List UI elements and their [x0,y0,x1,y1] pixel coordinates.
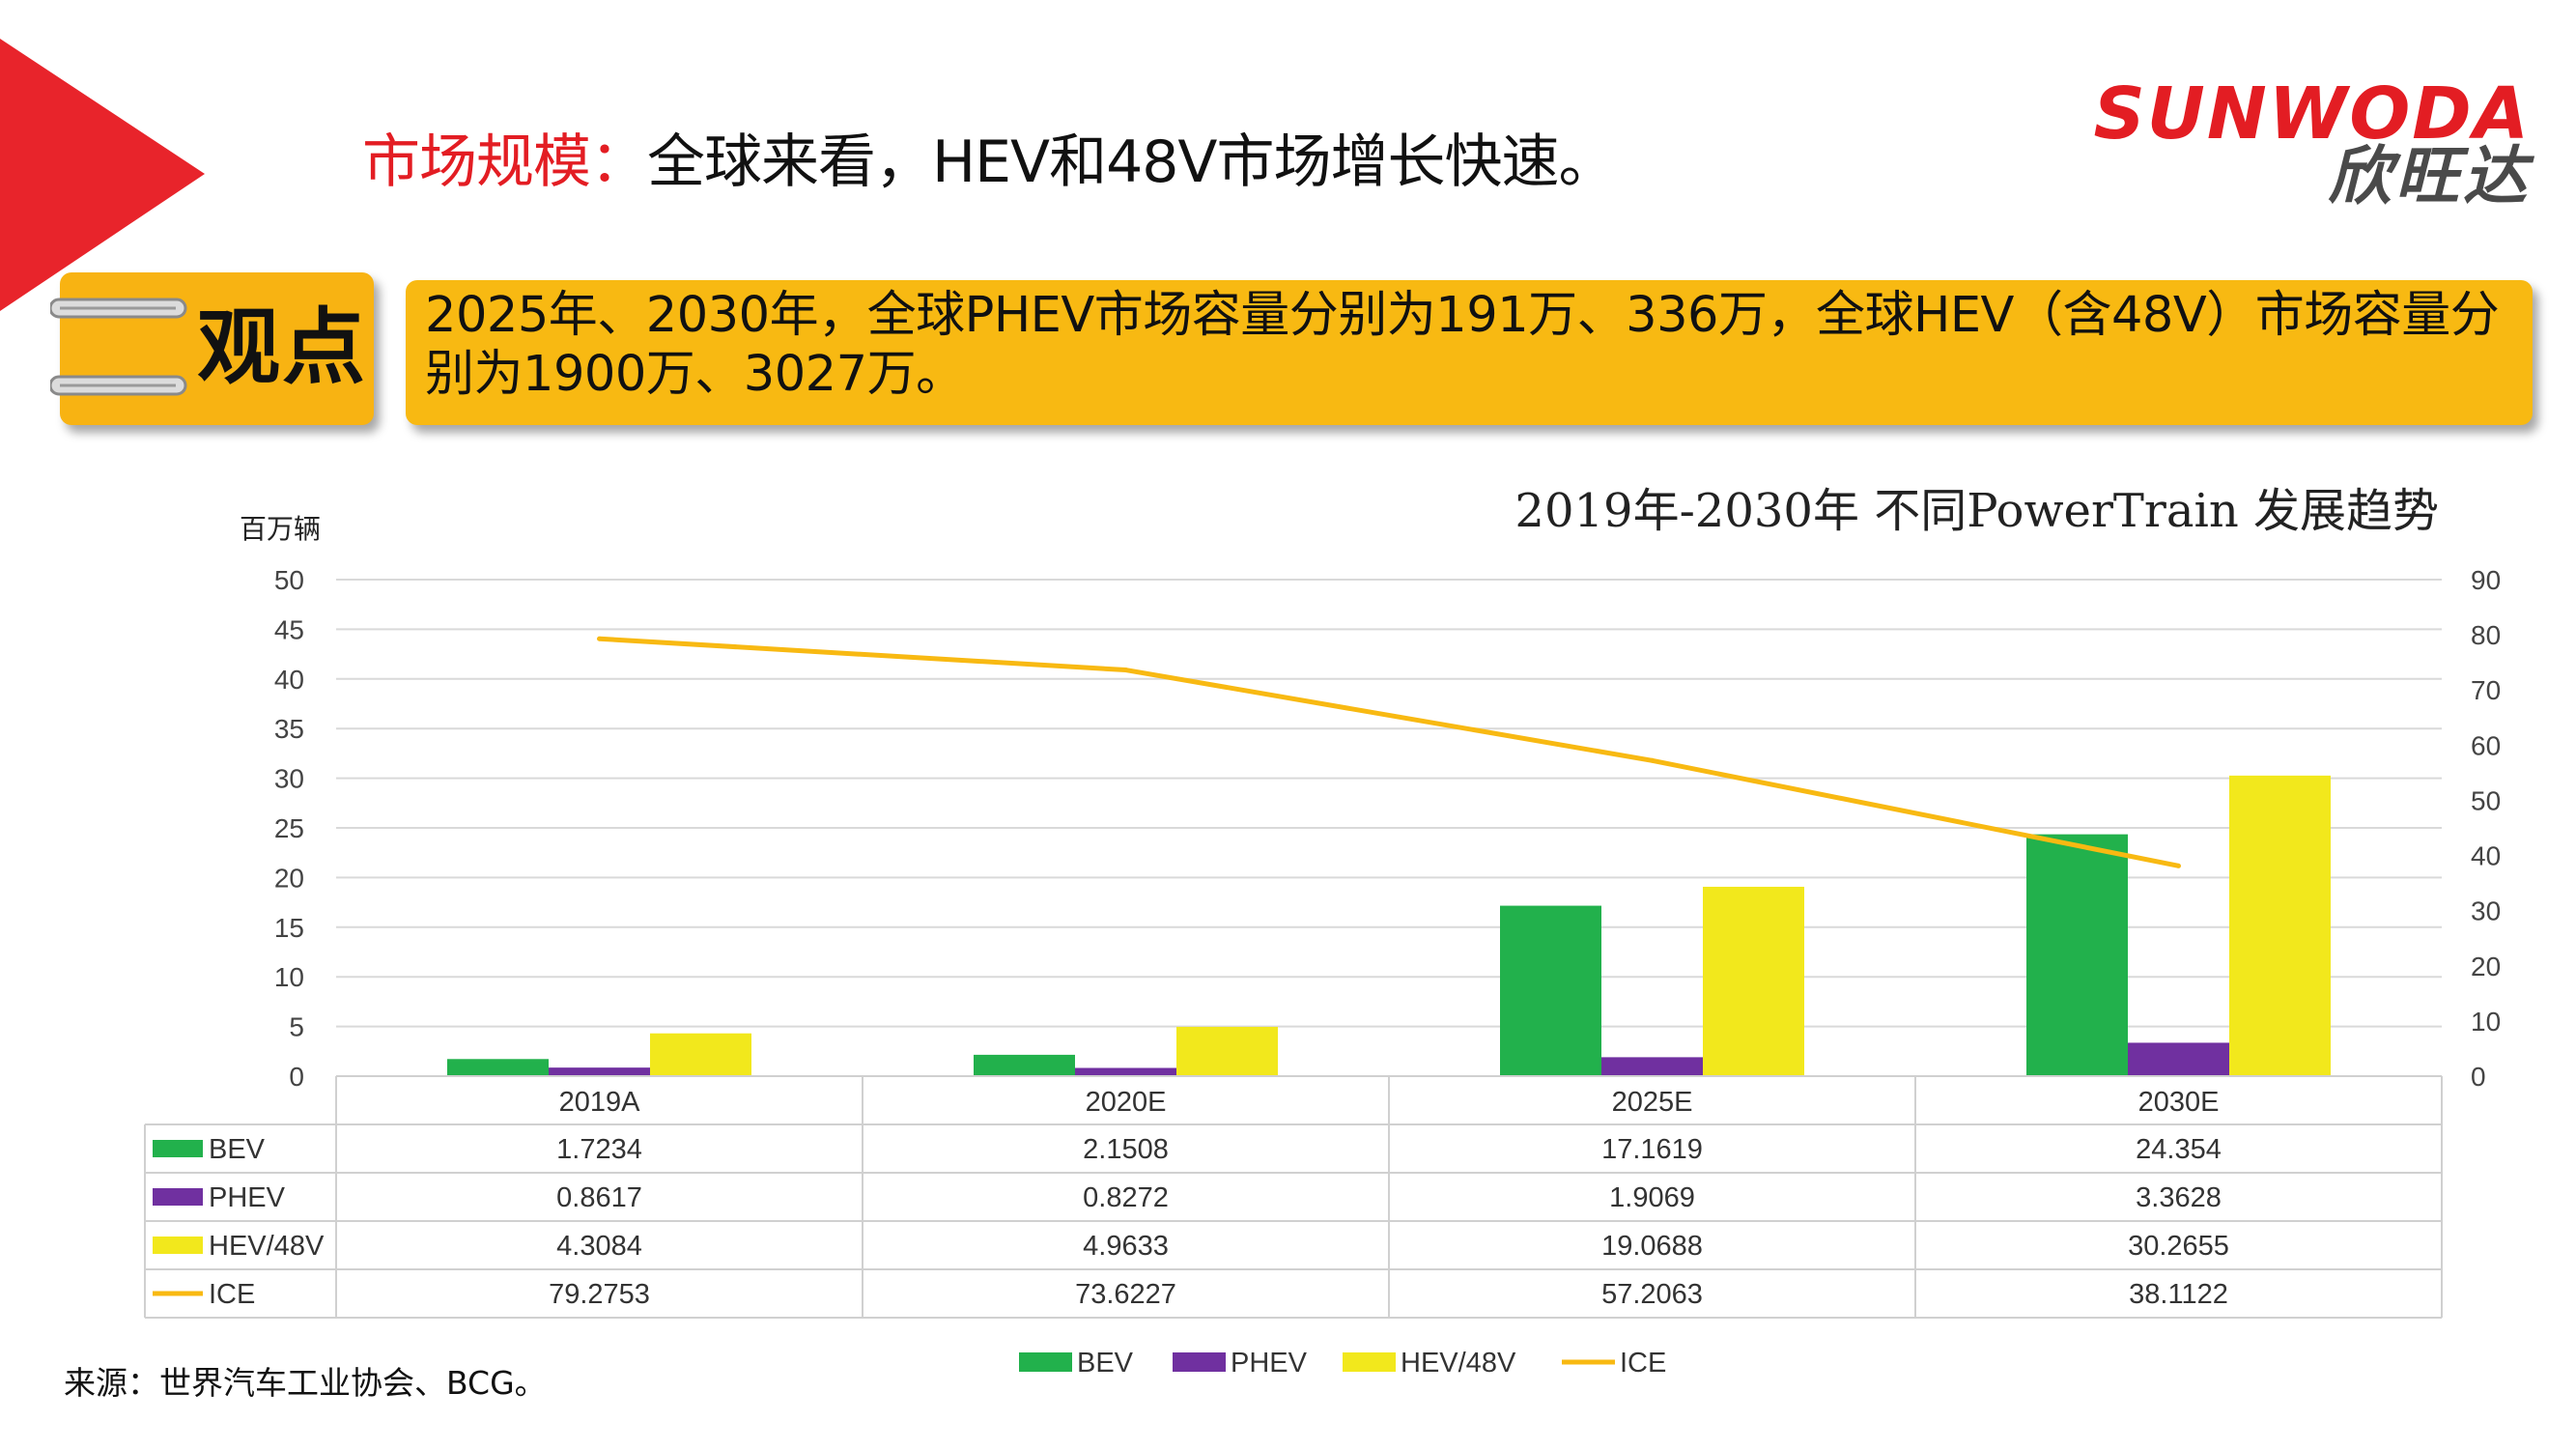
bar-bev-2019a [447,1059,549,1076]
y-tick-label: 0 [289,1062,304,1092]
table-cell-value: 24.354 [2136,1134,2222,1165]
table-cell-value: 57.2063 [1601,1279,1703,1310]
y-tick-label: 35 [274,714,304,744]
table-cell-value: 73.6227 [1075,1279,1176,1310]
point-ice-2030e [2176,863,2181,868]
x-category-label: 2030E [2138,1087,2220,1118]
legend-label: BEV [1077,1348,1134,1379]
logo-english: SUNWODA [2093,72,2531,156]
y2-tick-label: 30 [2471,896,2501,926]
table-row-label: HEV/48V [209,1231,325,1262]
y-tick-label: 30 [274,764,304,794]
table-row-label: BEV [209,1134,266,1165]
table-cell-value: 4.9633 [1083,1231,1169,1262]
table-cell-value: 1.7234 [556,1134,642,1165]
y-tick-label: 10 [274,962,304,992]
y2-tick-label: 90 [2471,565,2501,595]
table-legend-key-phev [153,1188,203,1206]
point-ice-2025e [1650,757,1655,763]
line-ice [599,636,2179,868]
x-category-label: 2019A [559,1087,641,1118]
page-title-statement: 全球来看，HEV和48V市场增长快速。 [647,128,1616,196]
y2-tick-label: 0 [2471,1062,2486,1092]
table-cell-value: 0.8272 [1083,1182,1169,1213]
viewpoint-callout: 2025年、2030年，全球PHEV市场容量分别为191万、336万，全球HEV… [406,280,2533,425]
table-cell-value: 4.3084 [556,1231,642,1262]
table-row-label: ICE [209,1279,255,1310]
y2-tick-label: 60 [2471,730,2501,760]
y-tick-label: 25 [274,813,304,843]
bar-phev-2030e [2128,1042,2229,1076]
bar-phev-2020e [1075,1067,1176,1076]
bar-bev-2030e [2026,834,2128,1076]
table-cell-value: 3.3628 [2136,1182,2222,1213]
y2-tick-label: 50 [2471,785,2501,815]
company-logo: SUNWODA 欣旺达 [2093,75,2531,213]
bar-phev-2025e [1601,1057,1703,1076]
legend-key-phev [1173,1352,1226,1372]
table-cell-value: 17.1619 [1601,1134,1703,1165]
y2-tick-label: 40 [2471,841,2501,871]
point-ice-2019a [597,636,602,641]
y2-tick-label: 80 [2471,620,2501,650]
x-category-label: 2025E [1612,1087,1693,1118]
legend-key-bev [1019,1352,1072,1372]
table-legend-key-bev [153,1140,203,1157]
table-row-label: PHEV [209,1182,286,1213]
table-cell-value: 19.0688 [1601,1231,1703,1262]
table-cell-value: 2.1508 [1083,1134,1169,1165]
y2-tick-label: 10 [2471,1007,2501,1037]
corner-triangle-decoration [0,39,205,311]
y2-tick-label: 70 [2471,675,2501,705]
point-ice-2020e [1123,668,1128,673]
binder-ring-icon [50,375,187,396]
chart-title: 2019年-2030年 不同PowerTrain 发展趋势 [1514,484,2439,538]
page-title: 市场规模：全球来看，HEV和48V市场增长快速。 [362,124,1616,201]
bar-hev48v-2019a [650,1033,751,1076]
table-cell-value: 38.1122 [2129,1279,2228,1310]
bar-bev-2025e [1500,905,1601,1076]
page-title-topic: 市场规模： [362,128,648,196]
legend-label: ICE [1620,1348,1666,1379]
y-tick-label: 45 [274,614,304,644]
y-axis-label: 百万辆 [240,514,321,544]
bar-hev48v-2030e [2229,775,2331,1076]
y-tick-label: 5 [289,1012,304,1042]
y-tick-label: 50 [274,565,304,595]
legend-key-hev48v [1343,1352,1396,1372]
bar-bev-2020e [974,1054,1075,1076]
y-tick-label: 20 [274,863,304,893]
table-cell-value: 1.9069 [1609,1182,1695,1213]
source-note: 来源：世界汽车工业协会、BCG。 [64,1364,547,1402]
legend-label: PHEV [1231,1348,1308,1379]
x-category-label: 2020E [1086,1087,1167,1118]
viewpoint-tag-label: 观点 [197,299,367,396]
bar-hev48v-2020e [1176,1026,1278,1076]
viewpoint-tag: 观点 [50,272,374,425]
logo-chinese: 欣旺达 [2328,139,2531,213]
table-cell-value: 79.2753 [549,1279,650,1310]
table-cell-value: 30.2655 [2128,1231,2229,1262]
bar-hev48v-2025e [1703,886,1804,1076]
y-tick-label: 15 [274,913,304,943]
y-tick-label: 40 [274,665,304,695]
table-cell-value: 0.8617 [556,1182,642,1213]
viewpoint-text: 2025年、2030年，全球PHEV市场容量分别为191万、336万，全球HEV… [425,287,2500,403]
bar-phev-2019a [549,1067,650,1076]
y2-tick-label: 20 [2471,952,2501,981]
table-legend-key-hev48v [153,1237,203,1254]
binder-ring-icon [50,298,187,319]
legend-label: HEV/48V [1401,1348,1516,1379]
